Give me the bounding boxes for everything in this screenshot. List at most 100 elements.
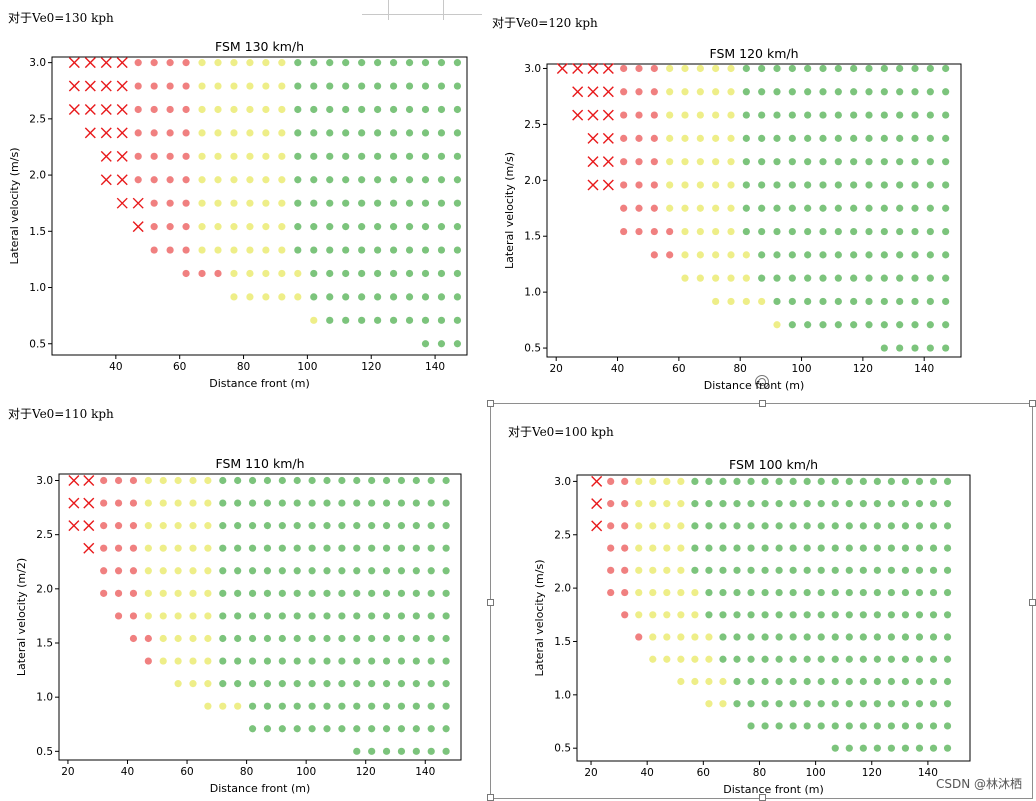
safe-point bbox=[831, 477, 839, 486]
safe-point bbox=[819, 64, 827, 73]
safe-point bbox=[719, 655, 727, 663]
warning-point bbox=[204, 612, 212, 620]
safe-point bbox=[929, 566, 938, 574]
safe-point bbox=[880, 251, 888, 259]
safe-point bbox=[278, 725, 286, 733]
safe-point bbox=[397, 725, 406, 733]
safe-point bbox=[789, 677, 797, 686]
warning-point bbox=[663, 500, 671, 508]
safe-point bbox=[775, 588, 783, 597]
safe-point bbox=[901, 500, 910, 508]
collision-marker bbox=[116, 174, 128, 186]
safe-point bbox=[353, 476, 361, 485]
safe-point bbox=[326, 199, 334, 207]
warning-point bbox=[705, 677, 713, 686]
safe-point bbox=[845, 588, 853, 597]
safe-point bbox=[834, 64, 842, 73]
safe-point bbox=[896, 321, 904, 329]
warning-point bbox=[198, 152, 206, 160]
safe-point bbox=[691, 500, 699, 508]
safe-point bbox=[915, 700, 924, 708]
safe-point bbox=[397, 522, 406, 530]
safe-point bbox=[850, 134, 858, 142]
safe-point bbox=[804, 134, 812, 142]
collision-marker-stroke bbox=[84, 80, 96, 92]
safe-point bbox=[323, 499, 331, 507]
safe-point bbox=[942, 297, 950, 306]
warning-point bbox=[214, 129, 222, 137]
safe-point bbox=[421, 340, 430, 348]
y-tick-label: 3.0 bbox=[554, 476, 571, 488]
safe-point bbox=[761, 500, 769, 508]
safe-point bbox=[747, 611, 755, 619]
warning-point bbox=[635, 611, 643, 619]
safe-point bbox=[358, 293, 366, 301]
safe-point bbox=[308, 725, 316, 733]
safe-point bbox=[761, 722, 769, 730]
collision-marker bbox=[132, 221, 144, 233]
x-tick-label: 100 bbox=[806, 767, 826, 779]
safe-point bbox=[850, 274, 858, 282]
warning-point bbox=[666, 204, 674, 212]
danger-point bbox=[182, 269, 190, 278]
safe-point bbox=[437, 199, 446, 207]
safe-point bbox=[293, 634, 301, 643]
safe-point bbox=[911, 64, 919, 73]
safe-point bbox=[758, 134, 766, 142]
danger-point bbox=[114, 544, 123, 552]
safe-point bbox=[389, 293, 398, 301]
collision-marker bbox=[116, 103, 128, 115]
warning-point bbox=[681, 88, 689, 96]
safe-point bbox=[929, 655, 938, 663]
warning-point bbox=[246, 82, 254, 90]
danger-point bbox=[198, 269, 206, 278]
resize-handle-top[interactable] bbox=[759, 400, 766, 407]
safe-point bbox=[761, 677, 769, 686]
y-tick-label: 1.0 bbox=[524, 287, 541, 299]
safe-point bbox=[880, 111, 888, 119]
safe-point bbox=[412, 567, 420, 575]
safe-point bbox=[389, 105, 398, 114]
safe-point bbox=[943, 588, 952, 597]
safe-point bbox=[412, 634, 420, 643]
danger-point bbox=[650, 204, 658, 212]
warning-point bbox=[696, 88, 704, 96]
safe-point bbox=[817, 655, 825, 663]
safe-point bbox=[691, 566, 699, 574]
warning-point bbox=[712, 227, 720, 236]
safe-point bbox=[926, 158, 934, 166]
safe-point bbox=[397, 544, 406, 552]
safe-point bbox=[926, 251, 934, 259]
safe-point bbox=[915, 722, 924, 730]
safe-point bbox=[342, 199, 350, 207]
safe-point bbox=[804, 297, 812, 306]
safe-point bbox=[915, 744, 924, 752]
warning-point bbox=[198, 59, 206, 67]
safe-point bbox=[397, 680, 406, 688]
safe-point bbox=[338, 657, 346, 665]
resize-handle-top-left[interactable] bbox=[487, 400, 494, 407]
safe-point bbox=[896, 251, 904, 259]
safe-point bbox=[293, 476, 301, 485]
safe-point bbox=[310, 59, 318, 67]
resize-handle-left[interactable] bbox=[487, 599, 494, 606]
safe-point bbox=[859, 588, 867, 597]
safe-point bbox=[353, 567, 361, 575]
safe-point bbox=[308, 589, 316, 597]
warning-point bbox=[262, 269, 270, 278]
safe-point bbox=[421, 105, 430, 114]
safe-point bbox=[803, 722, 811, 730]
chart-fsm-130: FSM 130 km/h 40 60 80 100 120 140 0.5 1.0 1.5 2.0 2… bbox=[8, 39, 468, 390]
safe-point bbox=[353, 499, 361, 507]
safe-point bbox=[896, 181, 904, 189]
safe-point bbox=[719, 544, 727, 552]
danger-point bbox=[114, 612, 123, 620]
safe-point bbox=[453, 82, 462, 90]
collision-marker-stroke bbox=[116, 150, 128, 162]
safe-point bbox=[775, 700, 783, 708]
safe-point bbox=[859, 655, 867, 663]
x-tick-label: 60 bbox=[672, 363, 685, 375]
warning-point bbox=[635, 500, 643, 508]
warning-point bbox=[666, 134, 674, 142]
rotate-handle-icon[interactable] bbox=[754, 374, 770, 390]
